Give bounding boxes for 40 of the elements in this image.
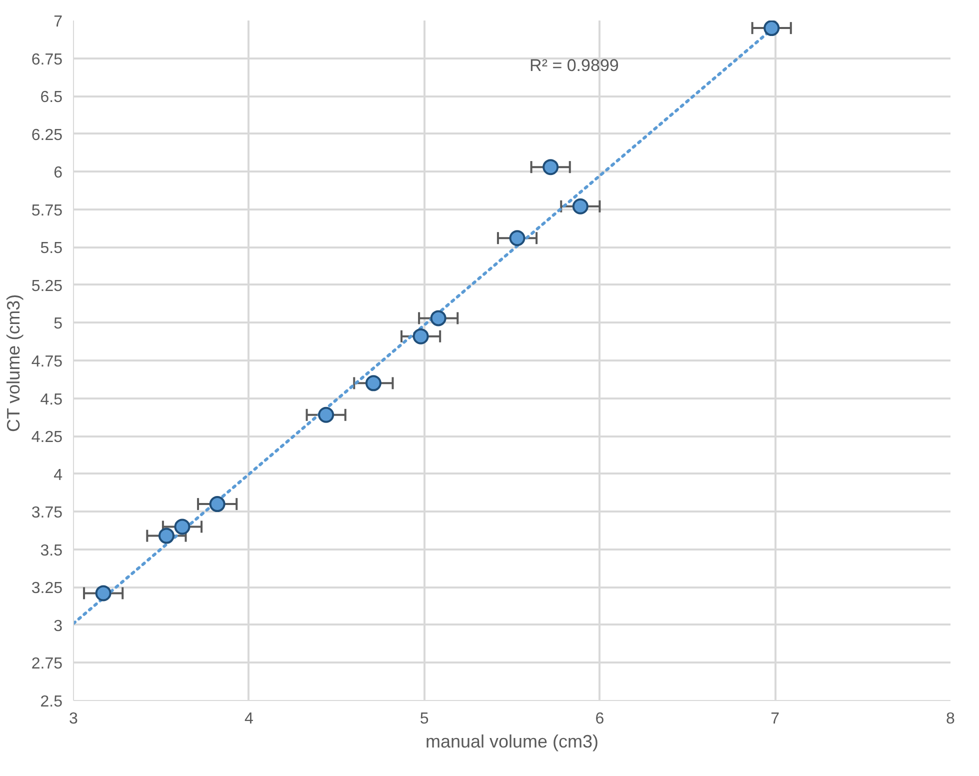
y-tick-label: 4.25 — [31, 429, 63, 446]
x-axis-title: manual volume (cm3) — [425, 732, 599, 752]
point — [412, 328, 429, 344]
y-tick-label: 4 — [54, 466, 63, 484]
y-tick-label: 6.75 — [31, 51, 63, 68]
x-tick-label: 7 — [770, 710, 780, 728]
point — [318, 406, 334, 423]
x-tick-label: 8 — [946, 710, 956, 728]
y-tick-label: 6 — [54, 164, 63, 182]
point — [430, 310, 446, 326]
y-tick-label: 6.25 — [31, 126, 63, 144]
point — [95, 585, 112, 602]
point — [542, 159, 559, 176]
annotation: R² = 0.9899 — [530, 56, 619, 75]
y-tick-label: 4.75 — [31, 354, 63, 370]
x-tick-label: 4 — [244, 710, 254, 728]
y-tick-label: 4.5 — [40, 391, 63, 408]
point — [174, 518, 190, 535]
y-tick-label: 3.25 — [31, 580, 63, 598]
y-tick-label: 7 — [54, 14, 63, 30]
y-tick-label: 2.75 — [31, 656, 63, 673]
y-tick-label: 5.5 — [40, 240, 63, 258]
point — [158, 528, 174, 544]
x-tick-label: 6 — [595, 710, 604, 728]
point — [509, 230, 526, 246]
y-tick-label: 5.75 — [31, 202, 63, 220]
y-tick-label: 5 — [54, 316, 63, 333]
y-tick-label: 3.5 — [40, 542, 63, 560]
point — [209, 496, 226, 512]
point — [572, 198, 588, 214]
y-tick-label: 5.25 — [31, 278, 63, 295]
y-tick-label: 6.5 — [40, 89, 63, 106]
point — [365, 375, 382, 392]
y-axis-title: CT volume (cm3) — [3, 294, 24, 432]
x-tick-label: 3 — [69, 710, 78, 728]
y-tick-label: 3.75 — [31, 504, 63, 522]
y-tick-label: 3 — [54, 618, 63, 635]
point — [764, 20, 780, 36]
x-tick-label: 5 — [420, 710, 429, 728]
y-tick-label: 2.5 — [40, 694, 63, 710]
